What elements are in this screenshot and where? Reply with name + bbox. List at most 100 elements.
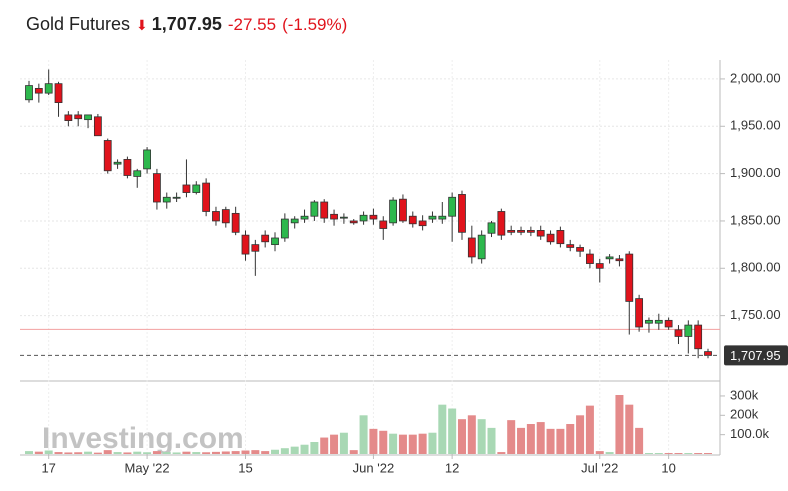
candle-body (54, 83, 63, 104)
y-tick-label: 1,850.00 (730, 212, 781, 227)
volume-bar (133, 451, 142, 454)
candle-body (477, 234, 486, 260)
candle-body (595, 263, 604, 269)
candle-body (44, 83, 53, 94)
volume-bar (379, 430, 388, 454)
volume-bar (261, 451, 270, 454)
candle-body (369, 214, 378, 220)
candle-body (389, 199, 398, 224)
x-tick-label: May '22 (125, 460, 170, 475)
candle-body (261, 234, 270, 243)
volume-bar (251, 450, 260, 454)
volume-bar (497, 452, 506, 454)
candle-body (526, 230, 535, 233)
candle-body (635, 298, 644, 328)
y2-tick-label: 300k (730, 387, 759, 402)
volume-bar (113, 452, 122, 454)
candle-body (566, 244, 575, 248)
candle-body (645, 319, 653, 324)
candle-body (497, 211, 506, 236)
candle-body (438, 215, 447, 220)
volume-bar (271, 449, 280, 454)
candle-body (192, 184, 201, 193)
candle-body (576, 247, 584, 252)
candle-body (684, 324, 693, 337)
candle-body (84, 114, 92, 121)
volume-bar (152, 451, 161, 454)
volume-bar (290, 446, 299, 454)
candle-body (654, 319, 663, 324)
volume-bar (684, 453, 693, 454)
candle-body (290, 218, 299, 224)
candle-body (25, 85, 33, 101)
volume-bar (536, 422, 545, 454)
candle-body (399, 198, 407, 222)
volume-bar (64, 452, 73, 454)
volume-bar (448, 408, 457, 454)
watermark: Investing.com (42, 422, 244, 455)
candle-body (379, 220, 388, 229)
candle-body (212, 211, 220, 222)
candle-body (664, 319, 673, 328)
volume-bar (585, 405, 594, 454)
volume-bar (704, 453, 712, 454)
volume-bar (438, 404, 447, 454)
volume-bar (369, 428, 378, 454)
candle-body (605, 256, 614, 260)
y-tick-label: 1,900.00 (730, 165, 781, 180)
candle-body (172, 196, 181, 199)
candle-body (418, 220, 427, 227)
volume-bar (93, 452, 102, 454)
y2-tick-label: 200k (730, 407, 759, 422)
candle-body (310, 201, 319, 217)
y-tick-label: 2,000.00 (730, 70, 781, 85)
volume-bar (231, 451, 240, 454)
candle-body (271, 237, 279, 246)
volume-bar (644, 453, 653, 454)
candle-body (202, 182, 211, 212)
candle-body (251, 244, 260, 252)
volume-bar (467, 415, 476, 454)
candle-body (694, 324, 703, 350)
candle-body (625, 253, 634, 302)
candle-body (103, 140, 112, 172)
volume-bar (576, 415, 585, 454)
volume-bar (418, 433, 427, 454)
y-tick-label: 1,750.00 (730, 307, 781, 322)
volume-bar (457, 419, 466, 454)
y-tick-label: 1,950.00 (730, 118, 781, 133)
candle-body (182, 184, 191, 193)
candle-body (448, 196, 457, 217)
candle-body (113, 161, 122, 165)
candle-body (507, 230, 516, 233)
candle-body (428, 215, 437, 220)
volume-bar (103, 450, 112, 454)
volume-bar (25, 451, 33, 454)
volume-bar (162, 452, 171, 454)
volume-bar (635, 427, 644, 454)
candle-body (339, 216, 348, 219)
candle-body (536, 230, 545, 237)
x-tick-label: Jun '22 (353, 460, 395, 475)
volume-bar (507, 420, 516, 454)
volume-bar (664, 453, 673, 454)
volume-bar (556, 428, 565, 454)
candle-body (241, 234, 250, 255)
last-price-box (724, 345, 788, 366)
change-pct: (-1.59%) (282, 15, 348, 34)
candle-body (74, 114, 83, 120)
volume-bar (143, 452, 152, 454)
volume-bar (349, 450, 358, 454)
candle-body (143, 149, 151, 170)
x-tick-label: 12 (445, 460, 459, 475)
title: Gold Futures (26, 14, 131, 34)
candle-body (280, 218, 289, 239)
candle-body (556, 230, 565, 245)
volume-bar (221, 451, 230, 454)
volume-bar (398, 434, 407, 454)
volume-bar (320, 437, 329, 454)
candle-body (320, 201, 329, 219)
candle-body (231, 212, 240, 233)
